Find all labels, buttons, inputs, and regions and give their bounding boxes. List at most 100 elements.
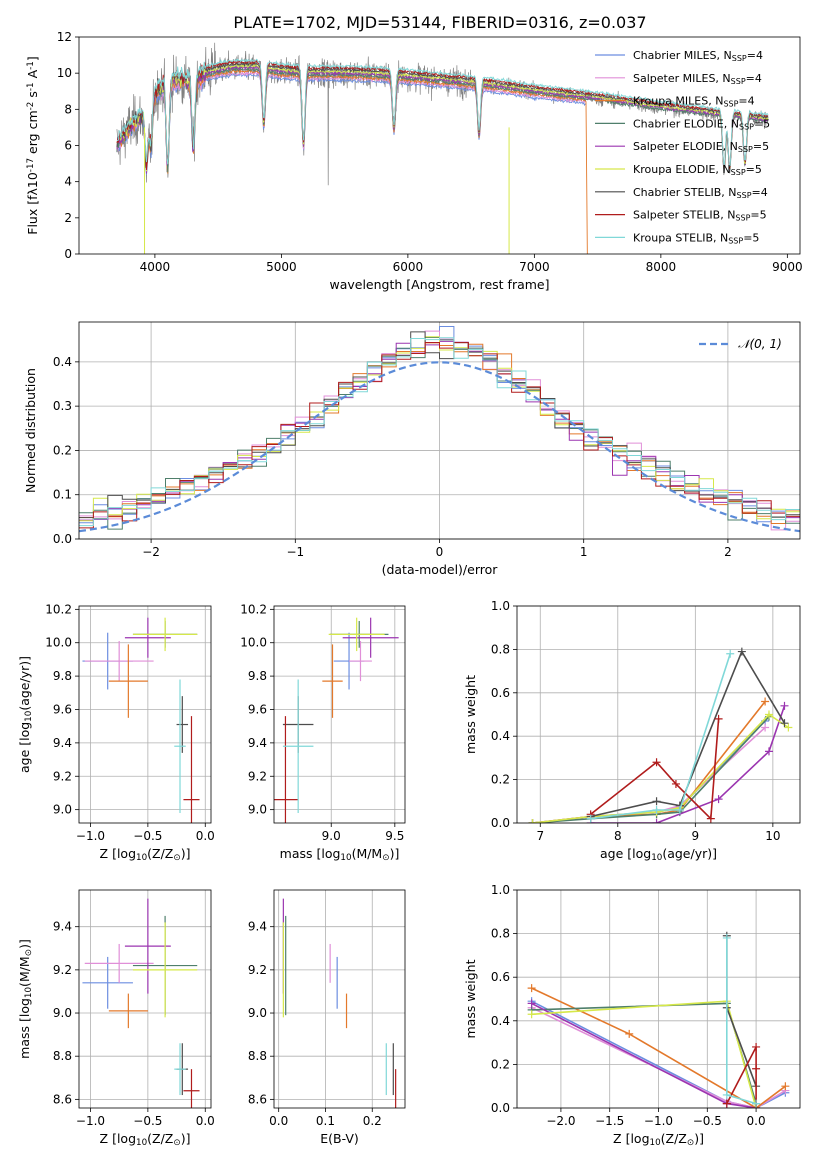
axes-border	[273, 605, 406, 824]
x-tick-label: 0	[436, 545, 444, 559]
y-tick-label: 9.0	[53, 1006, 72, 1020]
weight-marker	[528, 819, 537, 823]
x-tick-label: 7	[536, 829, 544, 843]
y-tick-label: 0.1	[53, 488, 72, 502]
weight-marker	[586, 814, 595, 823]
y-tick-label: 0.0	[53, 532, 72, 546]
chart-age-vs-Z: −1.0 −0.5 0.0 9.0 9.2 9.4 9.6 9.8 10.0 10.2 Z [log…	[17, 602, 215, 863]
y-tick-label: 10.0	[240, 636, 267, 650]
x-axis-label: Z [log10(Z/Z⊙)]	[100, 1131, 191, 1148]
y-tick-label: 2	[64, 211, 72, 225]
x-tick-label: 0.0	[747, 1114, 766, 1128]
axes-border	[273, 889, 406, 1109]
weight-marker	[726, 649, 735, 658]
histogram-kroupa-stelib	[79, 337, 800, 527]
x-tick-label: 0.1	[316, 1114, 335, 1128]
y-tick-label: 10.2	[45, 602, 72, 616]
plot-area	[528, 647, 793, 823]
x-tick-label: 0.0	[196, 1114, 215, 1128]
x-tick-label: 7000	[519, 260, 550, 274]
x-tick-label: −1.0	[644, 1114, 673, 1128]
y-tick-label: 9.4	[248, 736, 267, 750]
y-tick-label: 4	[64, 175, 72, 189]
x-tick-label: −1.0	[76, 829, 105, 843]
y-tick-label: 12	[57, 30, 72, 44]
weight-line	[531, 1006, 786, 1108]
legend: Chabrier MILES, NSSP=4 Salpeter MILES, NS…	[595, 49, 770, 245]
y-tick-label: 0	[64, 247, 72, 261]
y-tick-label: 9.6	[53, 702, 72, 716]
weight-marker	[752, 1099, 761, 1108]
x-tick-label: −2.0	[546, 1114, 575, 1128]
x-tick-label: 2	[724, 545, 732, 559]
y-tick-label: 1.0	[491, 599, 510, 613]
weight-marker	[780, 719, 789, 728]
x-tick-label: −0.5	[133, 829, 162, 843]
legend-entry: Chabrier STELIB, NSSP=4	[633, 186, 768, 200]
y-tick-label: 9.0	[53, 803, 72, 817]
x-tick-label: 9	[692, 829, 700, 843]
chart-age-vs-mass: 9.0 9.5 9.0 9.2 9.4 9.6 9.8 10.0 10.2 mass [log10…	[240, 602, 406, 863]
weight-marker	[714, 795, 723, 804]
legend-entry: Kroupa STELIB, NSSP=5	[633, 231, 759, 245]
y-tick-label: 9.8	[53, 669, 72, 683]
y-axis-label: mass weight	[463, 675, 478, 754]
weight-marker	[737, 647, 746, 656]
legend-entry: 𝒩(0, 1)	[738, 337, 782, 351]
y-tick-label: 9.8	[248, 669, 267, 683]
weight-marker	[706, 814, 715, 823]
histogram-salpeter-miles	[79, 330, 800, 531]
y-tick-label: 0.2	[53, 443, 72, 457]
chart-residuals: −2 −1 0 1 2 0.0 0.1 0.2 0.3 0.4 (data-model)/error…	[23, 321, 801, 577]
y-tick-label: 1.0	[491, 883, 510, 897]
weight-marker	[722, 1090, 731, 1099]
y-axis-label: Normed distribution	[23, 368, 38, 493]
chart-mass-vs-Z: −1.0 −0.5 0.0 8.6 8.8 9.0 9.2 9.4 Z [log10(Z/Z⊙)…	[17, 889, 215, 1148]
normal-reference-curve	[79, 361, 800, 533]
y-tick-label: 6	[64, 139, 72, 153]
weight-marker	[714, 714, 723, 723]
x-tick-label: 8000	[646, 260, 677, 274]
x-tick-label: −1.0	[76, 1114, 105, 1128]
weight-marker	[625, 1029, 634, 1038]
y-tick-label: 9.0	[248, 1006, 267, 1020]
plot-area	[282, 898, 397, 1108]
weight-marker	[527, 1010, 536, 1019]
x-tick-label: 0.0	[269, 1114, 288, 1128]
y-tick-label: 0.4	[53, 355, 72, 369]
y-tick-label: 0.2	[491, 773, 510, 787]
plot-area	[79, 326, 800, 533]
y-tick-label: 10	[57, 66, 72, 80]
weight-marker	[761, 697, 770, 706]
x-tick-label: 8	[614, 829, 622, 843]
y-axis-label: Flux [fλ10-17 erg cm-2 s-1 A-1]	[25, 56, 40, 235]
weight-marker	[764, 747, 773, 756]
y-tick-label: 10.2	[240, 602, 267, 616]
y-tick-label: 0.8	[491, 927, 510, 941]
axes-frame: 4000 5000 6000 7000 8000 9000 0 2 4 6 8 10 12 wavelen…	[25, 30, 803, 292]
y-tick-label: 0.0	[491, 1101, 510, 1115]
x-tick-label: 4000	[140, 260, 171, 274]
chart-weight-vs-Z: −2.0 −1.5 −1.0 −0.5 0.0 0.0 0.2 0.4 0.6 0.8 1.0 Z […	[463, 883, 801, 1148]
axes-frame: 0.0 0.1 0.2 8.6 8.8 9.0 9.2 9.4 E(B-V)	[248, 889, 406, 1146]
axes-border	[516, 605, 801, 824]
y-tick-label: 0.2	[491, 1057, 510, 1071]
x-tick-label: −0.5	[693, 1114, 722, 1128]
x-tick-label: −1	[286, 545, 304, 559]
y-tick-label: 9.2	[248, 769, 267, 783]
y-tick-label: 0.4	[491, 1014, 510, 1028]
y-tick-label: 0.0	[491, 816, 510, 830]
model-line-salpeter-stelib	[116, 59, 769, 171]
x-tick-label: 0.0	[196, 829, 215, 843]
x-axis-label: Z [log10(Z/Z⊙)]	[613, 1131, 704, 1148]
weight-marker	[752, 1042, 761, 1051]
weight-marker	[722, 933, 731, 942]
weight-marker	[784, 723, 793, 732]
x-tick-label: 10	[765, 829, 780, 843]
legend-entry: Salpeter ELODIE, NSSP=5	[633, 140, 769, 154]
y-tick-label: 9.2	[248, 963, 267, 977]
weight-line	[726, 1046, 757, 1108]
y-tick-label: 8.8	[248, 1049, 267, 1063]
